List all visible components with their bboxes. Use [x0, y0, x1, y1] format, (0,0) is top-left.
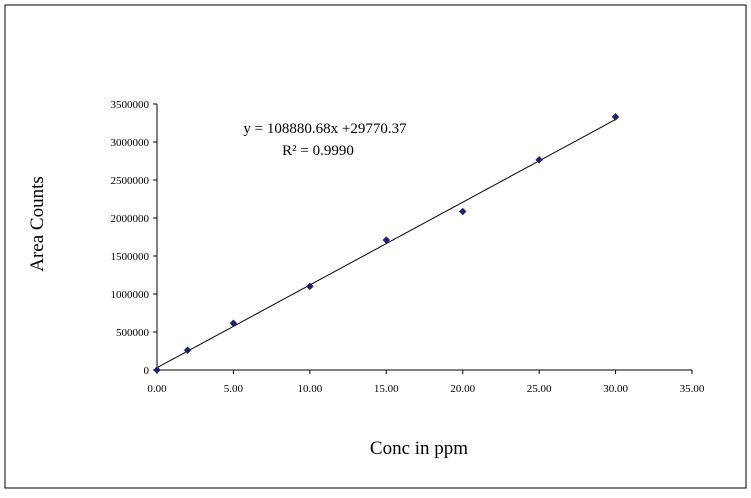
y-tick-label: 1500000: [111, 251, 150, 263]
y-tick-label: 3000000: [111, 137, 150, 149]
x-tick-label: 15.00: [374, 383, 399, 395]
trendline-equation: y = 108880.68x +29770.37: [243, 121, 407, 137]
data-point: [535, 156, 543, 164]
x-tick-label: 10.00: [297, 383, 322, 395]
x-tick-label: 25.00: [527, 383, 552, 395]
data-point: [153, 366, 161, 374]
x-tick-label: 30.00: [603, 383, 628, 395]
r-squared-label: R² = 0.9990: [282, 143, 354, 159]
y-axis-ticks: 0 500000 1000000 1500000 2000000 2500000 30000…: [111, 99, 157, 377]
x-axis-title: Conc in ppm: [370, 438, 468, 459]
y-tick-label: 0: [144, 365, 150, 377]
y-tick-label: 3500000: [111, 99, 150, 111]
data-point: [229, 319, 238, 328]
data-point: [611, 113, 620, 121]
plot-frame: [156, 104, 692, 371]
y-tick-label: 2000000: [111, 213, 150, 225]
data-point: [306, 282, 314, 291]
data-point: [382, 236, 391, 244]
x-tick-label: 20.00: [450, 383, 475, 395]
data-point: [458, 207, 467, 216]
y-tick-label: 2500000: [111, 175, 150, 187]
y-tick-label: 1000000: [111, 289, 150, 301]
x-tick-label: 0.00: [147, 383, 167, 395]
x-tick-label: 35.00: [680, 383, 705, 395]
data-point: [183, 346, 192, 355]
chart-area-border: [4, 4, 747, 489]
x-tick-label: 5.00: [224, 383, 244, 395]
data-points: [153, 113, 620, 374]
y-axis-title: Area Counts: [27, 176, 48, 272]
y-tick-label: 500000: [116, 327, 150, 339]
